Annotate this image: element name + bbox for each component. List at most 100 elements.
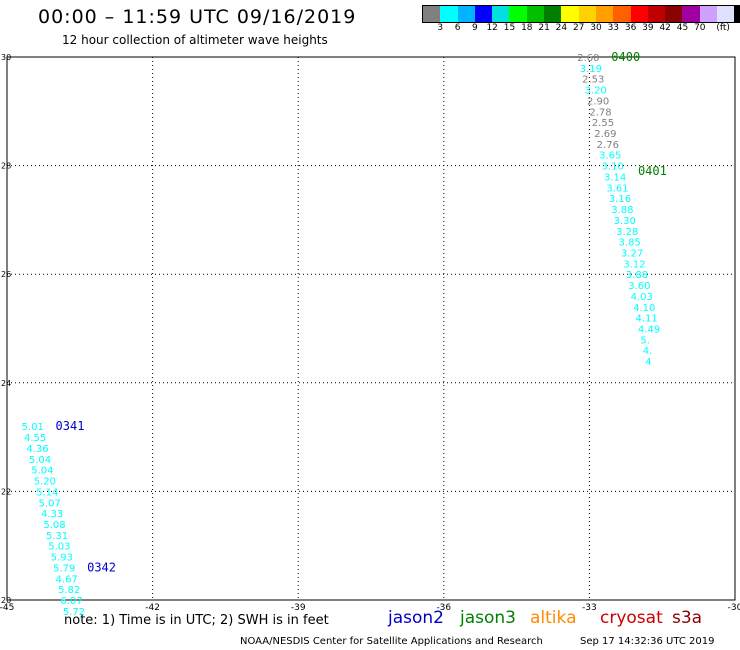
wave-height-value: 5. bbox=[640, 335, 650, 346]
y-tick-label: 26 bbox=[1, 270, 11, 279]
legend-swatch bbox=[595, 6, 614, 22]
wave-height-value: 3.10 bbox=[602, 162, 624, 173]
legend-swatch bbox=[492, 6, 510, 22]
legend-label: 21 bbox=[538, 23, 550, 33]
wave-height-value: 5.93 bbox=[51, 553, 73, 564]
pass-time-label: 0342 bbox=[87, 560, 116, 574]
legend-label: 9 bbox=[472, 23, 478, 33]
wave-height-value: 6.07 bbox=[60, 596, 82, 607]
legend-swatch bbox=[423, 6, 441, 22]
pass-time-label: 0400 bbox=[611, 50, 640, 64]
wave-height-value: 5.14 bbox=[36, 487, 58, 498]
legend-label: 18 bbox=[521, 23, 533, 33]
x-tick-label: -33 bbox=[582, 603, 597, 613]
wave-height-value: 2.60 bbox=[577, 53, 599, 64]
legend-swatch bbox=[509, 6, 527, 22]
wave-height-value: 4.36 bbox=[26, 444, 48, 455]
sat-legend-jason3: jason3 bbox=[460, 608, 516, 628]
x-tick-label: -42 bbox=[145, 603, 160, 613]
pass-time-label: 0401 bbox=[638, 164, 667, 178]
legend-swatch bbox=[526, 6, 545, 22]
legend-swatch bbox=[474, 6, 493, 22]
wave-height-value: 3.85 bbox=[619, 238, 641, 249]
legend-label: 27 bbox=[572, 23, 585, 33]
wave-height-value: 3.88 bbox=[611, 205, 633, 216]
wave-height-value: 3.65 bbox=[599, 151, 621, 162]
wave-height-value: 5.04 bbox=[29, 455, 51, 466]
legend-swatch bbox=[578, 6, 596, 22]
x-tick-label: -45 bbox=[0, 603, 14, 613]
wave-height-value: 3.27 bbox=[621, 248, 643, 259]
wave-height-value: 3.28 bbox=[616, 227, 638, 238]
sat-legend-s3a: s3a bbox=[672, 608, 703, 628]
wave-height-value: 5.07 bbox=[39, 498, 61, 509]
wave-height-value: 3.88 bbox=[626, 270, 648, 281]
legend-label: 45 bbox=[676, 23, 689, 33]
wave-height-color-legend bbox=[422, 5, 740, 23]
wave-height-value: 4.10 bbox=[633, 303, 655, 314]
legend-swatch bbox=[457, 6, 475, 22]
wave-height-value: 3.30 bbox=[614, 216, 636, 227]
y-tick-label: 24 bbox=[1, 379, 11, 388]
legend-label: 39 bbox=[642, 23, 654, 33]
wave-height-value: 2.78 bbox=[589, 107, 611, 118]
legend-swatch bbox=[561, 6, 579, 22]
legend-label: 15 bbox=[503, 23, 516, 33]
wave-height-value: 4.49 bbox=[638, 325, 660, 336]
legend-swatch bbox=[630, 6, 648, 22]
y-tick-label: 28 bbox=[1, 162, 11, 171]
legend-label: 42 bbox=[659, 23, 671, 33]
sat-legend-altika: altika bbox=[530, 608, 577, 628]
wave-height-value: 5.72 bbox=[63, 607, 85, 618]
wave-height-value: 3.19 bbox=[580, 64, 602, 75]
x-tick-label: -36 bbox=[436, 603, 451, 613]
legend-swatch bbox=[717, 6, 735, 22]
footer-note: note: 1) Time is in UTC; 2) SWH is in fe… bbox=[64, 613, 329, 628]
wave-height-value: 3.12 bbox=[623, 259, 645, 270]
legend-swatch bbox=[647, 6, 666, 22]
wave-height-value: 2.55 bbox=[592, 118, 614, 129]
legend-label: 12 bbox=[486, 23, 498, 33]
y-tick-label: 30 bbox=[1, 53, 11, 62]
wave-height-value: 5.82 bbox=[58, 585, 80, 596]
wave-height-value: 3.14 bbox=[604, 172, 626, 183]
wave-height-value: 3.20 bbox=[585, 86, 607, 97]
wave-height-value: 4.67 bbox=[56, 574, 78, 585]
legend-label: 6 bbox=[454, 23, 461, 33]
y-tick-label: 20 bbox=[1, 596, 11, 605]
legend-label: 70 bbox=[694, 23, 706, 33]
x-tick-label: -30 bbox=[728, 603, 740, 613]
wave-height-value: 2.76 bbox=[597, 140, 619, 151]
wave-height-value: 4.33 bbox=[41, 509, 63, 520]
page-subtitle: 12 hour collection of altimeter wave hei… bbox=[62, 33, 328, 47]
generated-timestamp: Sep 17 14:32:36 UTC 2019 bbox=[580, 636, 715, 647]
legend-swatch bbox=[665, 6, 683, 22]
legend-swatch bbox=[544, 6, 562, 22]
legend-label: 30 bbox=[590, 23, 602, 33]
wave-height-value: 3.60 bbox=[628, 281, 650, 292]
legend-swatch bbox=[440, 6, 458, 22]
map-frame bbox=[6, 56, 736, 601]
pass-time-label: 0341 bbox=[56, 419, 85, 433]
wave-height-value: 4. bbox=[643, 346, 653, 357]
wave-height-value: 5.04 bbox=[31, 466, 53, 477]
wave-height-value: 5.03 bbox=[48, 542, 70, 553]
wave-height-value: 5.01 bbox=[22, 422, 44, 433]
wave-height-value: 3.16 bbox=[609, 194, 631, 205]
legend-swatch bbox=[734, 6, 740, 22]
legend-label: 3 bbox=[437, 23, 444, 33]
wave-height-value: 4 bbox=[645, 357, 651, 368]
legend-swatch bbox=[613, 6, 631, 22]
legend-label: (ft) bbox=[716, 23, 730, 33]
sat-legend-jason2: jason2 bbox=[388, 608, 444, 628]
wave-height-value: 2.53 bbox=[582, 75, 604, 86]
wave-height-value: 3.61 bbox=[606, 183, 628, 194]
y-tick-label: 22 bbox=[1, 487, 11, 496]
legend-swatch bbox=[682, 6, 700, 22]
legend-label: 33 bbox=[607, 23, 620, 33]
wave-height-value: 4.03 bbox=[631, 292, 653, 303]
wave-height-value: 4.55 bbox=[24, 433, 46, 444]
wave-height-value: 5.79 bbox=[53, 563, 75, 574]
wave-height-value: 5.20 bbox=[34, 477, 56, 488]
